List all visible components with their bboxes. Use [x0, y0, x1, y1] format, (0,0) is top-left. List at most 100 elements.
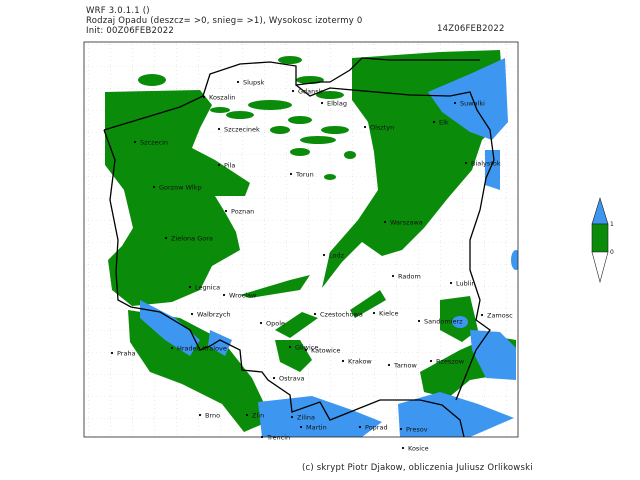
city-czestochowa: Czestochowa	[313, 310, 363, 318]
city-name: Suwalki	[460, 99, 485, 107]
city-name: Wroclaw	[229, 291, 257, 299]
city-marker	[387, 363, 391, 367]
city-name: Kielce	[379, 309, 398, 317]
city-name: Zlin	[252, 411, 264, 419]
city-szczecinek: Szczecinek	[217, 125, 260, 133]
city-name: Czestochowa	[320, 310, 363, 318]
city-hradec-kralove: Hradec Kralove	[170, 344, 227, 352]
legend-label-0: 0	[610, 249, 614, 256]
city-marker	[245, 413, 249, 417]
city-marker	[429, 359, 433, 363]
city-marker	[341, 359, 345, 363]
city-name: Warszawa	[390, 218, 423, 226]
city-marker	[417, 319, 421, 323]
city-marker	[198, 413, 202, 417]
city-ostrava: Ostrava	[272, 374, 305, 382]
city-tarnow: Tarnow	[387, 361, 418, 369]
snow-areas	[140, 58, 518, 437]
city-name: Hradec Kralove	[177, 344, 227, 352]
city-name: Tarnow	[393, 361, 418, 369]
city-marker	[290, 415, 294, 419]
city-marker	[217, 163, 221, 167]
city-marker	[188, 285, 192, 289]
city-name: Koszalin	[209, 93, 235, 101]
city-legnica: Legnica	[188, 283, 220, 291]
model-label: WRF 3.0.1.1 ()	[86, 6, 150, 16]
city-name: Presov	[406, 425, 428, 433]
city-name: Lodz	[329, 251, 345, 259]
legend-none-swatch	[591, 251, 609, 284]
city-zielona-gora: Zielona Gora	[164, 234, 213, 242]
city-radom: Radom	[391, 272, 421, 280]
city-rzeszow: Rzeszow	[429, 357, 465, 365]
city-trencin: Trencin	[260, 433, 290, 441]
city-name: Sandomierz	[424, 317, 463, 325]
city-marker	[399, 427, 403, 431]
city-marker	[224, 209, 228, 213]
city-marker	[260, 435, 264, 439]
city-marker	[222, 293, 226, 297]
city-name: Rzeszow	[436, 357, 465, 365]
city-marker	[453, 101, 457, 105]
city-name: Martin	[306, 423, 327, 431]
city-marker	[202, 95, 206, 99]
city-labels: Slupsk Koszalin Gdansk Elblag Suwalki Szczeci…	[110, 78, 513, 452]
city-name: Szczecin	[140, 138, 168, 146]
city-zamosc: Zamosc	[480, 311, 513, 319]
city-marker	[401, 446, 405, 450]
legend-snow-swatch	[591, 196, 609, 225]
init-time: Init: 00Z06FEB2022	[86, 26, 174, 36]
city-marker	[449, 281, 453, 285]
credits-footer: (c) skrypt Piotr Djakow, obliczenia Juli…	[302, 463, 533, 473]
city-lublin: Lublin	[449, 279, 475, 287]
city-szczecin: Szczecin	[133, 138, 168, 146]
city-name: Szczecinek	[224, 125, 260, 133]
city-name: Bialystok	[471, 159, 501, 167]
city-marker	[170, 346, 174, 350]
city-marker	[152, 185, 156, 189]
city-suwalki: Suwalki	[453, 99, 485, 107]
city-marker	[133, 140, 137, 144]
city-gdansk: Gdansk	[291, 87, 323, 95]
city-marker	[299, 425, 303, 429]
city-marker	[289, 172, 293, 176]
city-name: Trencin	[266, 433, 290, 441]
city-name: Ostrava	[279, 374, 305, 382]
city-marker	[383, 220, 387, 224]
city-poprad: Poprad	[358, 423, 388, 431]
city-bialystok: Bialystok	[464, 159, 501, 167]
city-marker	[304, 348, 308, 352]
city-marker	[432, 120, 436, 124]
city-name: Lublin	[456, 279, 475, 287]
city-elblag: Elblag	[320, 99, 347, 107]
city-name: Poznan	[231, 207, 254, 215]
city-marker	[313, 312, 317, 316]
city-name: Gorzow Wlkp	[159, 183, 202, 191]
city-zlin: Zlin	[245, 411, 264, 419]
city-katowice: Katowice	[304, 346, 340, 354]
map-frame	[83, 41, 519, 438]
city-marker	[288, 345, 292, 349]
city-martin: Martin	[299, 423, 327, 431]
city-marker	[291, 89, 295, 93]
city-name: Legnica	[195, 283, 220, 291]
city-marker	[358, 425, 362, 429]
borders-coastline	[103, 57, 495, 437]
city-name: Slupsk	[243, 78, 265, 86]
city-marker	[236, 80, 240, 84]
city-name: Zilina	[297, 413, 315, 421]
city-marker	[363, 125, 367, 129]
city-name: Katowice	[311, 346, 340, 354]
city-marker	[322, 253, 326, 257]
map-title: Rodzaj Opadu (deszcz= >0, snieg= >1), Wy…	[86, 16, 363, 26]
city-marker	[320, 101, 324, 105]
city-kosice: Kosice	[401, 444, 429, 452]
city-name: Kosice	[408, 444, 429, 452]
city-name: Krakow	[348, 357, 372, 365]
city-name: Gliwice	[295, 343, 318, 351]
city-name: Zielona Gora	[171, 234, 213, 242]
city-name: Walbrzych	[197, 310, 231, 318]
valid-time: 14Z06FEB2022	[437, 24, 505, 34]
city-marker	[190, 312, 194, 316]
